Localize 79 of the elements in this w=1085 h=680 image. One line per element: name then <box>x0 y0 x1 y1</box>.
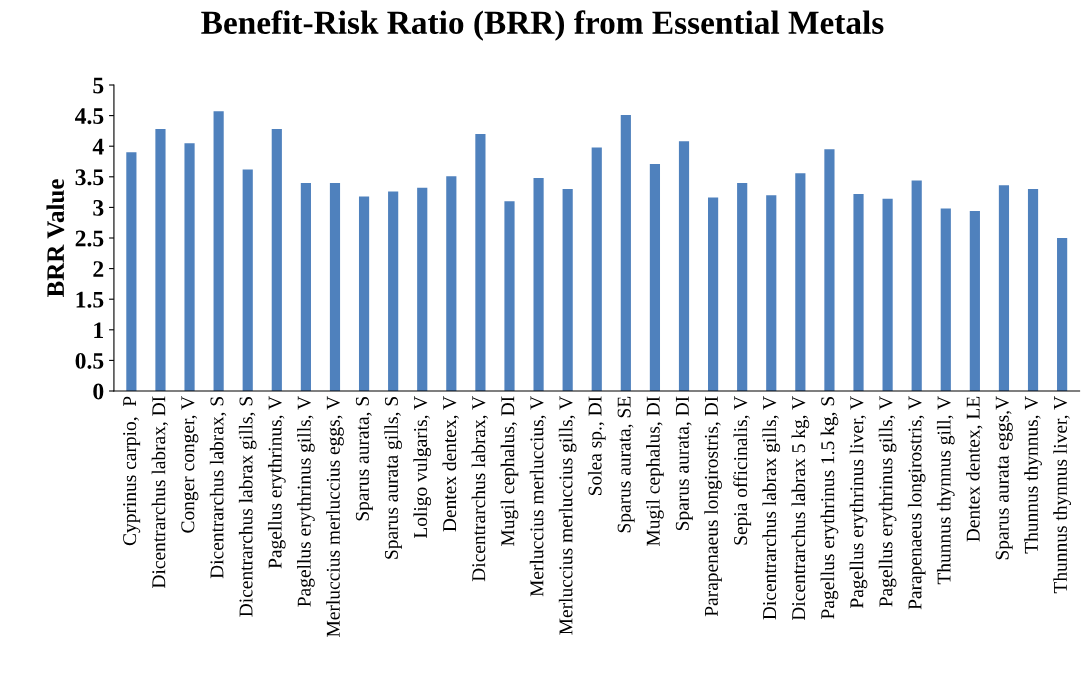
y-tick-label: 4.5 <box>75 108 104 125</box>
x-tick-label: Dentex dentex, V <box>442 396 459 532</box>
bar <box>329 182 341 391</box>
x-tick-label: Pagellus erythrinus 1.5 kg, S <box>820 397 839 619</box>
bar <box>475 133 486 391</box>
x-tick-label: Sparus aurata gills, S <box>384 397 402 559</box>
y-tick-label: 4 <box>92 138 104 155</box>
y-tick-label: 2 <box>93 261 104 277</box>
bar <box>737 182 748 391</box>
x-tick-label: Conger conger, V <box>181 396 199 533</box>
bar <box>678 141 690 391</box>
bar <box>882 198 893 391</box>
x-tick-label: Thunnus thynnus liver, V <box>1053 396 1071 594</box>
x-tick-label: Cyprinus carpio, P <box>123 396 141 546</box>
y-tick-label: 3.5 <box>75 169 104 186</box>
bar <box>1057 238 1068 391</box>
bar <box>155 129 166 391</box>
x-tick-label: Pagellus erythrinus gills, V <box>297 396 315 607</box>
bar <box>998 185 1010 391</box>
chart-title: Benefit-Risk Ratio (BRR) from Essential Metals <box>201 10 884 41</box>
x-tick-label: Pagellus erythrinus gills, V <box>878 396 897 607</box>
x-tick-label: Sparus aurata eggs,V <box>995 396 1013 560</box>
x-tick-label: Pagellus erythrinus liver, V <box>849 396 868 609</box>
bar <box>911 180 922 391</box>
bar <box>417 187 428 391</box>
bar <box>940 208 951 391</box>
bar <box>388 191 399 391</box>
x-tick-label: Sparus aurata, SE <box>617 396 635 533</box>
bar <box>824 149 835 391</box>
y-tick-label: 2.5 <box>75 230 104 247</box>
bar <box>969 211 980 391</box>
y-tick-label: 1.5 <box>76 291 104 308</box>
x-tick-label: Pagellus erythrinus, V <box>267 396 286 569</box>
bar <box>271 129 282 391</box>
x-tick-label: Loligo vulgaris, V <box>413 396 432 539</box>
bar <box>766 195 777 391</box>
y-tick-label: 0.5 <box>75 352 104 369</box>
x-tick-label: Mugil cephalus, DI <box>500 396 519 546</box>
x-tick-label: Dicentrarchus labrax gills, V <box>762 396 781 620</box>
x-tick-label: Merluccius merluccius, V <box>529 396 547 597</box>
x-tick-label: Merluccius merluccius eggs, V <box>326 396 344 637</box>
x-tick-label: Mugil cephalus, DI <box>646 396 664 546</box>
x-tick-label: Dicentrarchus labrax, V <box>471 396 489 582</box>
x-tick-label: Dicentrarchus labrax gills, S <box>238 397 257 617</box>
x-tick-label: Parapenaeus longirostris, V <box>907 396 926 610</box>
y-tick-label: 1 <box>94 322 103 338</box>
x-tick-label: Sparus aurata, S <box>355 397 373 521</box>
y-axis-title: BRR Value <box>46 179 65 297</box>
x-tick-label: Solea sp., DI <box>587 396 606 496</box>
x-tick-label: Dicentrarchus labrax, S <box>209 397 227 579</box>
bar <box>300 182 311 391</box>
x-tick-label: Dicentrarchus labrax, DI <box>151 396 169 589</box>
bar <box>591 147 602 391</box>
y-tick-label: 5 <box>93 77 104 94</box>
bar <box>242 169 253 391</box>
bar <box>853 193 864 391</box>
x-tick-label: Parapenaeus longirostris, DI <box>704 396 722 617</box>
bar <box>708 197 719 391</box>
bar <box>533 178 544 391</box>
bar <box>1027 189 1039 391</box>
x-tick-label: Dentex dentex, LE <box>966 396 983 542</box>
x-tick-label: Thunnus thynnus gill, V <box>936 396 955 585</box>
x-tick-label: Dicentrarchus labrax 5 kg, V <box>791 396 810 621</box>
bar <box>358 196 370 391</box>
x-tick-label: Sparus aurata, DI <box>675 396 693 531</box>
x-tick-label: Merluccius merluccius gills, V <box>558 396 577 635</box>
bar <box>126 152 137 391</box>
y-tick-label: 3 <box>93 199 104 216</box>
x-tick-label: Thunnus thynnus, V <box>1024 396 1042 554</box>
bar <box>620 114 631 391</box>
x-tick-label: Sepia officinalis, V <box>733 396 752 545</box>
bar <box>649 163 661 391</box>
bar <box>446 176 457 391</box>
y-tick-label: 0 <box>93 383 104 400</box>
bar <box>184 143 195 391</box>
bar <box>504 201 515 391</box>
bar <box>795 173 806 391</box>
bar <box>213 111 224 391</box>
bar <box>562 189 573 391</box>
